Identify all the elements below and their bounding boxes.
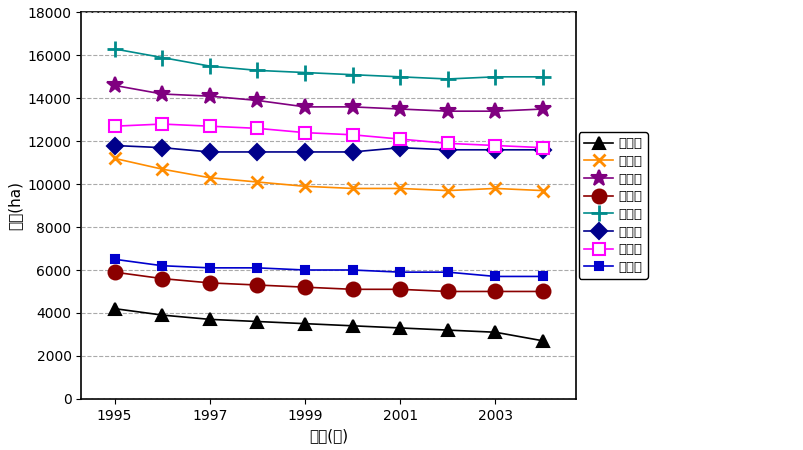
X-axis label: 연도(년): 연도(년) (309, 428, 348, 443)
아산시 (395, 106, 405, 112)
Line: 대전시: 대전시 (109, 303, 548, 346)
Line: 공주시: 공주시 (108, 118, 548, 154)
부여군 (252, 68, 262, 73)
서천군 (109, 143, 119, 148)
연기군 (109, 256, 119, 262)
Line: 천안시: 천안시 (108, 152, 548, 197)
대전시 (490, 329, 499, 335)
서천군 (300, 149, 309, 155)
공주시 (300, 130, 309, 135)
부여군 (537, 74, 547, 80)
아산시 (109, 83, 119, 88)
금산군 (157, 276, 167, 281)
아산시 (205, 94, 214, 99)
아산시 (300, 104, 309, 110)
부여군 (300, 70, 309, 75)
대전시 (157, 312, 167, 318)
공주시 (205, 123, 214, 129)
천안시 (205, 175, 214, 180)
공주시 (157, 122, 167, 127)
연기군 (442, 270, 452, 275)
연기군 (348, 267, 357, 273)
금산군 (205, 280, 214, 286)
부여군 (109, 46, 119, 52)
서천군 (537, 147, 547, 153)
Line: 금산군: 금산군 (108, 265, 549, 298)
서천군 (348, 149, 357, 155)
Y-axis label: 면적(ha): 면적(ha) (7, 181, 22, 230)
금산군 (109, 270, 119, 275)
천안시 (537, 188, 547, 194)
공주시 (109, 123, 119, 129)
Line: 서천군: 서천군 (109, 140, 548, 157)
대전시 (348, 323, 357, 328)
천안시 (252, 179, 262, 184)
대전시 (205, 317, 214, 322)
부여군 (395, 74, 405, 80)
서천군 (442, 147, 452, 153)
공주시 (348, 132, 357, 138)
공주시 (442, 141, 452, 146)
연기군 (252, 265, 262, 270)
부여군 (490, 74, 499, 80)
연기군 (537, 274, 547, 279)
공주시 (490, 143, 499, 148)
공주시 (537, 145, 547, 150)
Line: 아산시: 아산시 (106, 77, 551, 120)
공주시 (395, 136, 405, 142)
천안시 (395, 186, 405, 191)
아산시 (252, 98, 262, 103)
대전시 (395, 325, 405, 331)
아산시 (348, 104, 357, 110)
부여군 (442, 76, 452, 82)
천안시 (348, 186, 357, 191)
금산군 (490, 289, 499, 294)
부여군 (205, 63, 214, 69)
서천군 (490, 147, 499, 153)
천안시 (157, 166, 167, 172)
서천군 (205, 149, 214, 155)
아산시 (490, 108, 499, 114)
아산시 (442, 108, 452, 114)
공주시 (252, 126, 262, 131)
연기군 (490, 274, 499, 279)
금산군 (348, 287, 357, 292)
천안시 (490, 186, 499, 191)
대전시 (300, 321, 309, 326)
천안시 (300, 184, 309, 189)
금산군 (537, 289, 547, 294)
대전시 (109, 306, 119, 311)
서천군 (252, 149, 262, 155)
천안시 (442, 188, 452, 194)
대전시 (537, 338, 547, 343)
부여군 (157, 55, 167, 60)
금산군 (252, 282, 262, 288)
금산군 (442, 289, 452, 294)
Legend: 대전시, 천안시, 아산시, 금산군, 부여군, 서천군, 공주시, 연기군: 대전시, 천안시, 아산시, 금산군, 부여군, 서천군, 공주시, 연기군 (578, 132, 647, 279)
금산군 (300, 284, 309, 290)
금산군 (395, 287, 405, 292)
연기군 (300, 267, 309, 273)
연기군 (395, 270, 405, 275)
아산시 (537, 106, 547, 112)
연기군 (157, 263, 167, 268)
천안시 (109, 156, 119, 161)
서천군 (395, 145, 405, 150)
아산시 (157, 91, 167, 97)
대전시 (442, 328, 452, 333)
서천군 (157, 145, 167, 150)
연기군 (205, 265, 214, 270)
대전시 (252, 319, 262, 324)
부여군 (348, 72, 357, 77)
Line: 연기군: 연기군 (110, 255, 547, 281)
Line: 부여군: 부여군 (107, 41, 550, 86)
